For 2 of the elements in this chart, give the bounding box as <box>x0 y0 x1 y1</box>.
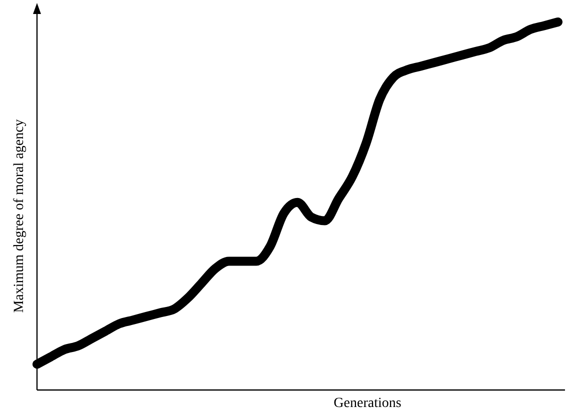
x-axis-title: Generations <box>334 396 402 411</box>
y-axis-title: Maximum degree of moral agency <box>12 119 27 313</box>
